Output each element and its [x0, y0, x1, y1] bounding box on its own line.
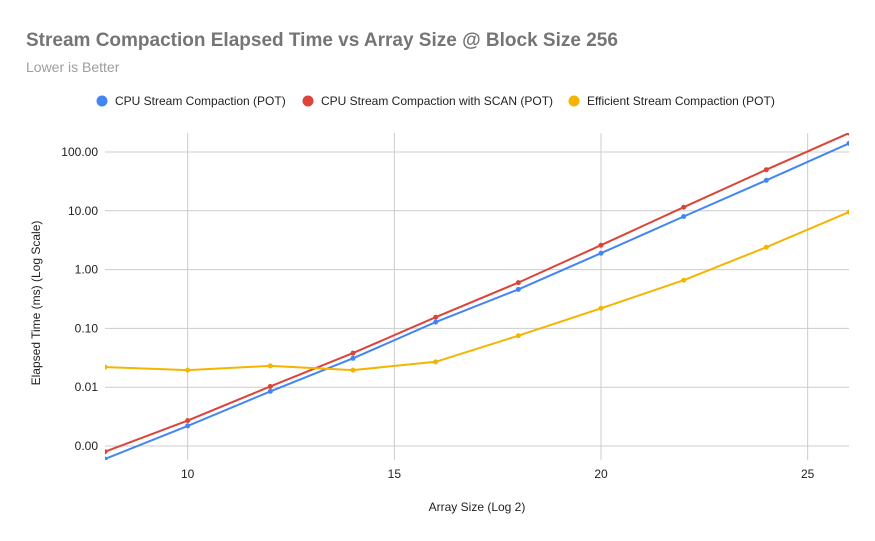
chart-subtitle: Lower is Better	[26, 59, 120, 75]
x-tick-label: 20	[594, 467, 608, 481]
series-line-1	[105, 142, 849, 460]
data-point	[681, 277, 687, 283]
legend: CPU Stream Compaction (POT) CPU Stream Co…	[96, 94, 775, 108]
data-point	[185, 367, 191, 373]
series-line-3	[105, 211, 849, 372]
data-point	[267, 388, 273, 394]
series-line-2	[105, 133, 849, 453]
y-tick-label: 10.00	[68, 204, 98, 218]
data-point	[267, 363, 273, 369]
legend-label: CPU Stream Compaction (POT)	[115, 94, 286, 108]
data-point	[763, 167, 769, 173]
y-tick-label: 100.00	[61, 145, 98, 159]
data-point	[846, 140, 849, 146]
legend-marker	[96, 95, 108, 107]
data-point	[598, 250, 604, 256]
tick-layer: 0.00 0.01 0.10 1.00 10.00 100.00 10 15 20 25	[61, 145, 814, 481]
data-point	[598, 305, 604, 311]
data-point	[433, 319, 439, 325]
x-tick-label: 10	[181, 467, 195, 481]
data-point	[105, 449, 108, 455]
y-tick-label: 1.00	[75, 263, 99, 277]
data-point	[763, 177, 769, 183]
grid-layer	[105, 133, 849, 460]
legend-marker	[302, 95, 314, 107]
x-axis-label: Array Size (Log 2)	[429, 500, 526, 514]
chart-title: Stream Compaction Elapsed Time vs Array …	[26, 30, 618, 51]
data-point	[433, 314, 439, 320]
x-tick-label: 15	[388, 467, 402, 481]
data-point	[598, 242, 604, 248]
y-tick-label: 0.00	[75, 439, 99, 453]
data-point	[267, 383, 273, 389]
legend-label: Efficient Stream Compaction (POT)	[587, 94, 775, 108]
y-tick-label: 0.10	[75, 321, 99, 335]
data-point	[433, 359, 439, 365]
data-point	[350, 367, 356, 373]
x-tick-label: 25	[801, 467, 815, 481]
series-layer	[105, 133, 849, 460]
data-point	[515, 280, 521, 286]
legend-marker	[568, 95, 580, 107]
data-point	[105, 456, 108, 460]
data-point	[350, 350, 356, 356]
data-point	[350, 355, 356, 361]
data-point	[105, 364, 108, 370]
y-tick-label: 0.01	[75, 380, 99, 394]
data-point	[846, 133, 849, 136]
data-point	[763, 244, 769, 250]
data-point	[515, 333, 521, 339]
data-point	[681, 204, 687, 210]
data-point	[846, 209, 849, 215]
data-point	[185, 423, 191, 429]
data-point	[185, 418, 191, 424]
data-point	[515, 286, 521, 292]
legend-label: CPU Stream Compaction with SCAN (POT)	[321, 94, 553, 108]
data-point	[681, 213, 687, 219]
y-axis-label: Elapsed Time (ms) (Log Scale)	[29, 221, 43, 386]
